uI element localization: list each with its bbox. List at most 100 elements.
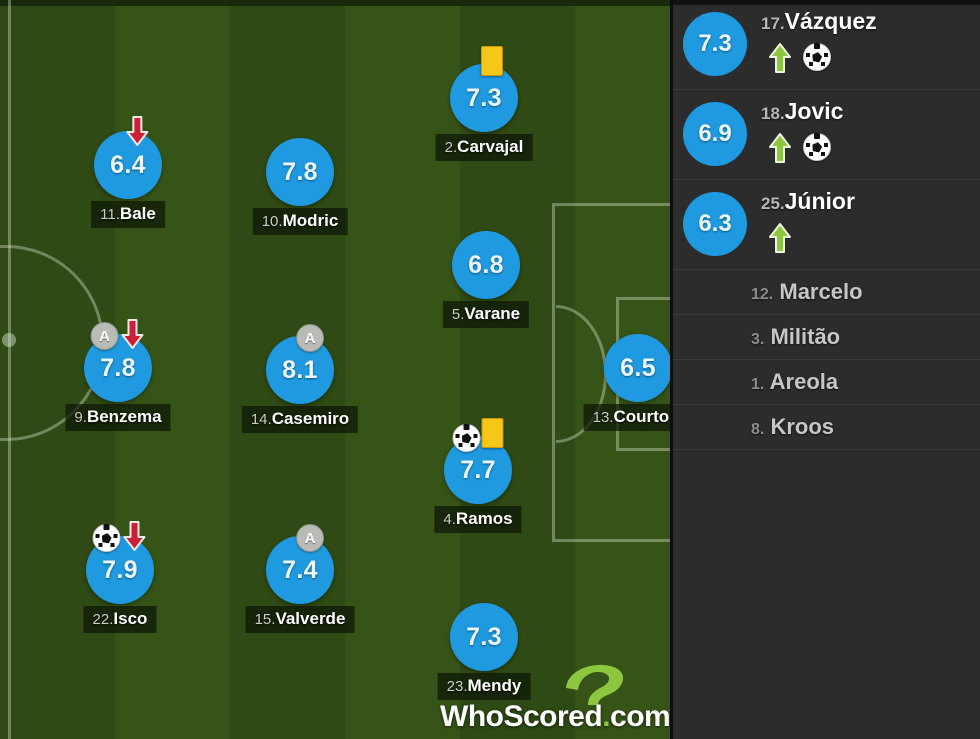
substitute-nameplate: 18.Jovic <box>761 98 843 125</box>
sub-out-icon <box>120 318 146 350</box>
substitute-nameplate: 25.Júnior <box>761 188 855 215</box>
player-rating[interactable]: 7.8 <box>266 138 334 206</box>
player-number: 4. <box>443 511 456 528</box>
player-nameplate: 22.Isco <box>83 606 157 633</box>
yellow-card-icon <box>481 418 504 448</box>
sub-out-icon <box>122 520 148 552</box>
player-nameplate: 23.Mendy <box>437 673 531 700</box>
sub-in-icon <box>767 42 793 73</box>
player-event-icons <box>452 418 504 452</box>
logo-dot: . <box>602 700 611 733</box>
substitute-number: 3. <box>751 331 765 348</box>
player-nameplate: 9.Benzema <box>65 404 171 431</box>
substitute-name: Militão <box>764 324 841 349</box>
pitch-top-edge <box>0 0 670 6</box>
assist-icon: A <box>90 322 119 350</box>
goal-icon <box>803 133 831 161</box>
substitute-name: Júnior <box>784 188 855 214</box>
whoscored-logo: WhoScored.com <box>440 658 670 734</box>
football-pitch: 6.4 11.Bale 7.8 10.Modric 7.3 2.Carvajal 6.8 5.… <box>0 0 670 739</box>
substitute-row-junior[interactable]: 6.3 25.Júnior <box>673 180 980 270</box>
pitch-stripe <box>345 0 460 739</box>
substitute-event-icons <box>767 42 831 73</box>
player-name: Casemiro <box>271 409 350 428</box>
player-nameplate: 11.Bale <box>91 201 165 228</box>
logo-who: Who <box>440 700 504 733</box>
sidebar-top-edge <box>673 0 980 5</box>
player-number: 5. <box>451 306 465 323</box>
substitute-name: Jovic <box>784 98 844 124</box>
sub-out-icon <box>124 115 150 147</box>
substitute-nameplate: 8. Kroos <box>751 414 834 440</box>
player-number: 9. <box>74 409 87 426</box>
logo-scored: Scored <box>503 700 603 733</box>
substitutes-panel: 7.3 17.Vázquez 6.9 18.Jovic 6.3 25.Júnior 12. … <box>670 0 980 739</box>
player-nameplate: 14.Casemiro <box>241 406 359 433</box>
substitute-name: Marcelo <box>773 279 863 304</box>
goal-icon <box>92 524 121 552</box>
player-name: Isco <box>113 609 148 628</box>
substitute-number: 8. <box>751 421 765 438</box>
whoscored-wordmark: WhoScored.com <box>440 700 670 734</box>
player-event-icons: A <box>296 318 325 352</box>
player-rating[interactable]: 6.8 <box>452 231 520 299</box>
player-rating[interactable]: 8.1 <box>266 336 334 404</box>
sub-in-icon <box>767 132 793 163</box>
substitute-event-icons <box>767 222 793 253</box>
logo-com: com <box>610 700 670 733</box>
substitute-rating[interactable]: 6.3 <box>683 192 747 256</box>
player-nameplate: 5.Varane <box>442 301 530 328</box>
substitute-rating[interactable]: 7.3 <box>683 12 747 76</box>
player-nameplate: 13.Courtois <box>583 404 670 431</box>
substitutes-list: 7.3 17.Vázquez 6.9 18.Jovic 6.3 25.Júnior 12. … <box>673 0 980 450</box>
player-name: Valverde <box>275 609 346 628</box>
assist-icon: A <box>296 524 325 552</box>
player-event-icons: A <box>90 316 146 350</box>
player-rating[interactable]: 7.8 <box>84 334 152 402</box>
player-rating[interactable]: 7.3 <box>450 603 518 671</box>
substitute-row-jovic[interactable]: 6.9 18.Jovic <box>673 90 980 180</box>
substitute-nameplate: 17.Vázquez <box>761 8 877 35</box>
unused-substitute-row-areola[interactable]: 1. Areola <box>673 360 980 405</box>
player-number: 22. <box>92 611 114 628</box>
player-rating[interactable]: 7.9 <box>86 536 154 604</box>
player-name: Ramos <box>455 509 513 528</box>
player-event-icons <box>92 518 148 552</box>
player-event-icons <box>124 113 150 147</box>
unused-substitute-row-kroos[interactable]: 8. Kroos <box>673 405 980 450</box>
substitute-rating[interactable]: 6.9 <box>683 102 747 166</box>
substitute-number: 25. <box>761 194 785 213</box>
player-nameplate: 2.Carvajal <box>435 134 533 161</box>
player-nameplate: 15.Valverde <box>245 606 355 633</box>
player-name: Modric <box>282 211 339 230</box>
substitute-name: Vázquez <box>784 8 877 34</box>
substitute-name: Areola <box>764 369 839 394</box>
player-name: Benzema <box>86 407 162 426</box>
unused-substitute-row-marcelo[interactable]: 12. Marcelo <box>673 270 980 315</box>
player-rating[interactable]: 7.4 <box>266 536 334 604</box>
player-nameplate: 4.Ramos <box>434 506 522 533</box>
player-number: 14. <box>250 411 272 428</box>
player-number: 10. <box>261 213 283 230</box>
unused-substitute-row-militao[interactable]: 3. Militão <box>673 315 980 360</box>
player-number: 23. <box>446 678 468 695</box>
player-number: 15. <box>254 611 276 628</box>
substitute-event-icons <box>767 132 831 163</box>
player-rating[interactable]: 6.5 <box>604 334 670 402</box>
player-name: Varane <box>464 304 521 323</box>
player-name: Carvajal <box>457 137 524 156</box>
substitute-nameplate: 1. Areola <box>751 369 838 395</box>
substitute-nameplate: 12. Marcelo <box>751 279 863 305</box>
player-number: 2. <box>444 139 458 156</box>
whoscored-question-mark-icon <box>558 658 630 710</box>
player-rating[interactable]: 6.4 <box>94 131 162 199</box>
substitute-number: 12. <box>751 286 774 303</box>
player-number: 13. <box>592 409 614 426</box>
player-name: Courtois <box>613 407 670 426</box>
substitute-name: Kroos <box>764 414 835 439</box>
substitute-row-vazquez[interactable]: 7.3 17.Vázquez <box>673 0 980 90</box>
substitute-number: 17. <box>761 14 785 33</box>
penalty-box <box>552 203 670 542</box>
substitute-number: 18. <box>761 104 785 123</box>
